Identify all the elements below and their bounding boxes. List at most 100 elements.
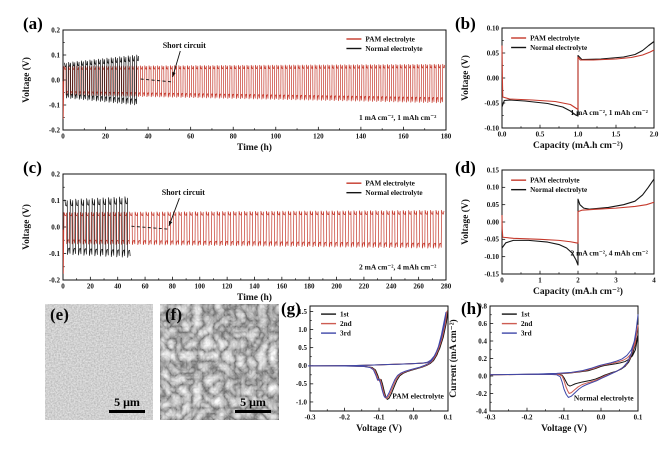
svg-text:100: 100 — [195, 283, 206, 291]
svg-text:-0.3: -0.3 — [304, 414, 316, 422]
svg-text:0.8: 0.8 — [478, 302, 487, 310]
svg-text:-0.1: -0.1 — [49, 101, 61, 109]
svg-text:120: 120 — [313, 133, 324, 141]
svg-text:Current (mA cm⁻²): Current (mA cm⁻²) — [448, 319, 459, 397]
panel-e-scalebar: 5 μm — [109, 396, 145, 413]
svg-text:60: 60 — [187, 133, 195, 141]
svg-text:0.0: 0.0 — [51, 223, 60, 231]
svg-text:1 mA cm⁻², 1 mAh cm⁻²: 1 mA cm⁻², 1 mAh cm⁻² — [359, 113, 437, 122]
svg-text:140: 140 — [356, 133, 367, 141]
svg-text:80: 80 — [169, 283, 177, 291]
svg-text:0.10: 0.10 — [487, 184, 500, 192]
svg-text:Short circuit: Short circuit — [162, 188, 206, 197]
sem-texture-fine — [45, 304, 153, 420]
svg-text:PAM electrolyte: PAM electrolyte — [530, 34, 579, 42]
svg-text:2 mA cm⁻², 4 mAh cm⁻²: 2 mA cm⁻², 4 mAh cm⁻² — [571, 248, 649, 257]
panel-d-voltage-capacity-chart: 0 1 2 3 4 -0.15 -0.10 -0.05 0.00 0.05 0.10 0.15 Capa… — [452, 158, 664, 310]
svg-text:1.5: 1.5 — [612, 131, 621, 139]
panel-e-label: (e) — [50, 305, 69, 324]
svg-text:Voltage (V): Voltage (V) — [21, 204, 32, 250]
svg-text:3: 3 — [614, 277, 618, 285]
svg-text:-0.10: -0.10 — [484, 253, 499, 261]
svg-text:1: 1 — [538, 277, 542, 285]
scalebar-line — [235, 410, 271, 413]
scalebar-label: 5 μm — [240, 395, 266, 410]
svg-text:Short circuit: Short circuit — [163, 41, 207, 50]
svg-text:PAM electrolyte: PAM electrolyte — [365, 35, 414, 43]
svg-text:200: 200 — [331, 283, 342, 291]
svg-text:1st: 1st — [521, 311, 530, 319]
panel-a-label: (a) — [23, 14, 43, 33]
svg-text:2nd: 2nd — [521, 320, 533, 328]
panel-f-sem-image: (f) 5 μm — [160, 304, 279, 420]
panel-b-voltage-capacity-chart: 0.0 0.5 1.0 1.5 2.0 -0.10 -0.05 0.00 0.05 0.10 Cap… — [452, 16, 664, 162]
svg-text:20: 20 — [102, 133, 110, 141]
svg-text:0.0: 0.0 — [409, 414, 418, 422]
svg-text:Voltage (V): Voltage (V) — [21, 57, 32, 103]
svg-text:-0.1: -0.1 — [558, 414, 570, 422]
svg-text:20: 20 — [87, 283, 95, 291]
svg-text:1st: 1st — [340, 311, 349, 319]
svg-text:180: 180 — [304, 283, 315, 291]
svg-text:160: 160 — [398, 133, 409, 141]
svg-text:Normal electrolyte: Normal electrolyte — [365, 189, 422, 197]
svg-text:0.0: 0.0 — [597, 414, 606, 422]
svg-text:Voltage (V): Voltage (V) — [460, 199, 471, 245]
svg-text:140: 140 — [249, 283, 260, 291]
svg-text:Voltage (V): Voltage (V) — [541, 423, 587, 434]
svg-text:0.1: 0.1 — [444, 414, 453, 422]
svg-text:0.1: 0.1 — [634, 414, 643, 422]
svg-text:0.1: 0.1 — [51, 51, 60, 59]
svg-text:0.2: 0.2 — [51, 170, 60, 178]
svg-text:0.15: 0.15 — [487, 166, 500, 174]
svg-text:-0.1: -0.1 — [373, 414, 385, 422]
svg-text:0.2: 0.2 — [51, 26, 60, 34]
svg-text:2: 2 — [576, 277, 580, 285]
svg-text:Time (h): Time (h) — [237, 142, 272, 153]
panel-h-label: (h) — [461, 299, 482, 318]
svg-text:1.5: 1.5 — [298, 308, 307, 316]
svg-text:0.0: 0.0 — [298, 362, 307, 370]
svg-text:0: 0 — [61, 283, 65, 291]
panel-c-label: (c) — [23, 158, 42, 177]
svg-text:Normal electrolyte: Normal electrolyte — [574, 394, 634, 403]
scalebar-line — [109, 410, 145, 413]
svg-text:0.1: 0.1 — [51, 197, 60, 205]
svg-text:0: 0 — [500, 277, 504, 285]
svg-text:PAM electrolyte: PAM electrolyte — [392, 391, 444, 400]
svg-text:Voltage (V): Voltage (V) — [460, 55, 471, 101]
panel-g-label: (g) — [281, 299, 301, 318]
svg-text:100: 100 — [271, 133, 282, 141]
svg-text:0.5: 0.5 — [298, 344, 307, 352]
svg-text:3rd: 3rd — [340, 330, 351, 338]
svg-text:0.5: 0.5 — [536, 131, 545, 139]
svg-text:2 mA cm⁻², 4 mAh cm⁻²: 2 mA cm⁻², 4 mAh cm⁻² — [359, 262, 437, 271]
svg-text:-0.4: -0.4 — [476, 407, 488, 415]
svg-text:-0.3: -0.3 — [484, 414, 496, 422]
svg-text:0.0: 0.0 — [498, 131, 507, 139]
svg-text:-1.0: -1.0 — [296, 398, 308, 406]
svg-text:-0.10: -0.10 — [484, 124, 499, 132]
panel-e-sem-image: (e) 5 μm — [45, 304, 153, 420]
svg-text:60: 60 — [142, 283, 150, 291]
svg-text:40: 40 — [114, 283, 122, 291]
svg-text:0.10: 0.10 — [487, 24, 500, 32]
svg-text:-0.2: -0.2 — [49, 126, 61, 134]
sem-texture-flakes — [160, 304, 279, 420]
svg-text:0.0: 0.0 — [51, 76, 60, 84]
svg-text:280: 280 — [441, 283, 452, 291]
svg-text:160: 160 — [277, 283, 288, 291]
svg-text:PAM electrolyte: PAM electrolyte — [530, 177, 579, 185]
svg-text:3rd: 3rd — [521, 330, 532, 338]
svg-text:0.00: 0.00 — [487, 218, 500, 226]
svg-text:4: 4 — [652, 277, 656, 285]
svg-text:-0.2: -0.2 — [49, 276, 61, 284]
svg-text:-0.5: -0.5 — [296, 380, 308, 388]
svg-text:0.05: 0.05 — [487, 49, 500, 57]
svg-text:Voltage (V): Voltage (V) — [356, 423, 402, 434]
svg-text:-0.1: -0.1 — [49, 250, 61, 258]
svg-text:120: 120 — [222, 283, 233, 291]
svg-text:0: 0 — [61, 133, 65, 141]
svg-text:-0.05: -0.05 — [484, 236, 499, 244]
